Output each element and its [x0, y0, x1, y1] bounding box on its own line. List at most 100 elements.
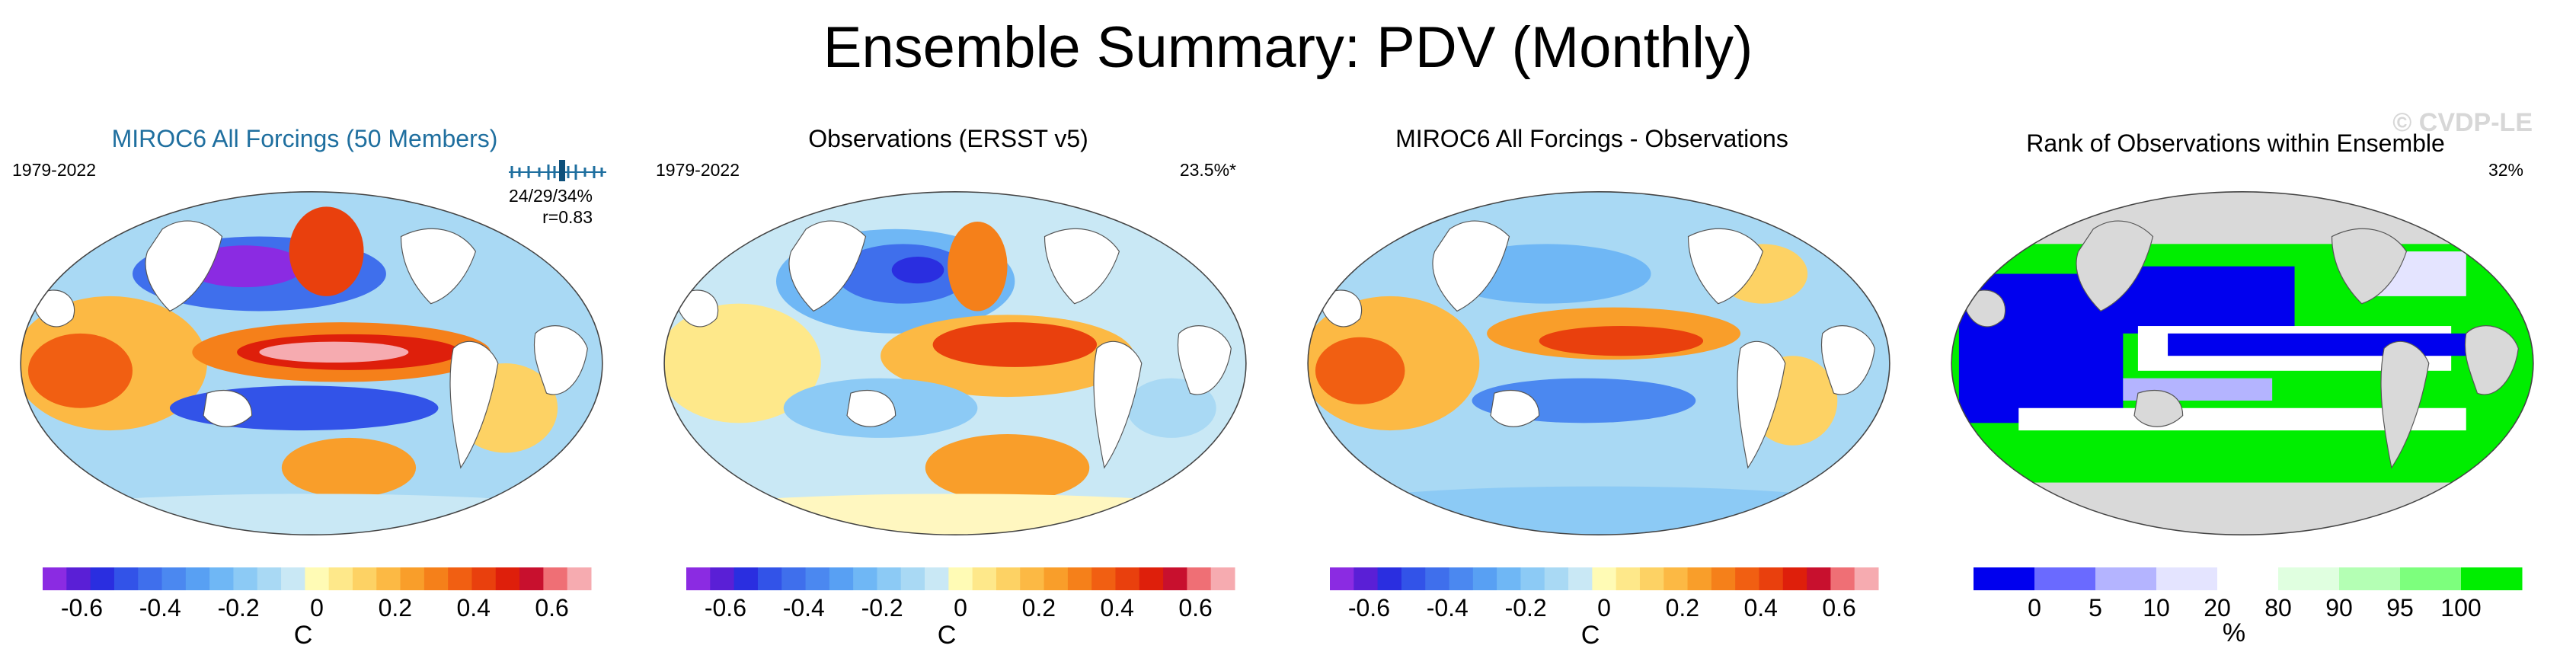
- inset-bar-plot: [509, 160, 606, 181]
- colorbar-unit: %: [2222, 618, 2246, 647]
- colorbar-swatch: [1425, 567, 1450, 590]
- colorbar-swatch: [1664, 567, 1689, 590]
- colorbar-swatch: [1115, 567, 1140, 590]
- equatorial-warm-diff: [1539, 326, 1704, 356]
- colorbar-swatch: [2156, 567, 2218, 590]
- colorbar-tick-label: 0: [2028, 594, 2041, 621]
- colorbar-swatch: [448, 567, 472, 590]
- colorbar-swatch: [1091, 567, 1116, 590]
- colorbar-tick-label: 0.6: [1822, 594, 1855, 621]
- colorbar-tick-label: 0: [310, 594, 324, 621]
- colorbar-tick-label: -0.6: [1348, 594, 1390, 621]
- colorbar-swatch: [710, 567, 735, 590]
- colorbar-unit: C: [293, 621, 313, 650]
- colorbar-swatch: [1854, 567, 1879, 590]
- colorbar-tick-label: 0.6: [535, 594, 568, 621]
- colorbar-swatch: [2034, 567, 2096, 590]
- colorbar: -0.6 -0.4 -0.2 0 0.2 0.4 0.6: [43, 567, 592, 621]
- colorbar-swatch: [352, 567, 377, 590]
- colorbar-swatch: [567, 567, 592, 590]
- colorbar: -0.6 -0.4 -0.2 0 0.2 0.4 0.6: [1330, 567, 1879, 621]
- map-observations: [663, 191, 1247, 535]
- period-label: 1979-2022: [12, 160, 96, 180]
- colorbar-swatch: [1497, 567, 1521, 590]
- colorbar-unit: C: [937, 621, 957, 650]
- colorbar-swatch: [43, 567, 67, 590]
- colorbar-swatch: [1782, 567, 1807, 590]
- colorbar: 0 5 10 20 80 90 95 100: [1974, 567, 2523, 621]
- colorbar-tick-label: -0.4: [783, 594, 825, 621]
- colorbar-swatch: [305, 567, 330, 590]
- area-label: 32%: [2488, 160, 2523, 180]
- colorbar-swatch: [1974, 567, 2035, 590]
- variance-label: 23.5%*: [1179, 160, 1236, 180]
- colorbar-tick-label: 0.4: [1743, 594, 1777, 621]
- colorbar-swatch: [209, 567, 234, 590]
- colorbar-swatch: [1568, 567, 1593, 590]
- colorbar-swatch: [781, 567, 807, 590]
- colorbar-swatch: [2217, 567, 2279, 590]
- colorbar-swatch: [1472, 567, 1497, 590]
- colorbar-swatch: [1330, 567, 1354, 590]
- panel-observations: Observations (ERSST v5) 1979-2022 23.5%*: [644, 114, 1253, 670]
- figure-title: Ensemble Summary: PDV (Monthly): [823, 15, 1753, 80]
- colorbar-swatch: [281, 567, 305, 590]
- colorbar-tick-label: 10: [2143, 594, 2170, 621]
- colorbar-swatch: [1067, 567, 1092, 590]
- colorbar-swatch: [900, 567, 925, 590]
- colorbar-swatch: [400, 567, 425, 590]
- colorbar-tick-label: 0: [954, 594, 967, 621]
- colorbar-swatch: [1163, 567, 1187, 590]
- colorbar-swatch: [185, 567, 210, 590]
- colorbar-swatch: [2461, 567, 2523, 590]
- colorbar-tick-label: -0.4: [139, 594, 181, 621]
- colorbar-swatch: [757, 567, 782, 590]
- panel-difference: MIROC6 All Forcings - Observations -0.6-…: [1287, 114, 1897, 670]
- colorbar-tick-label: 0.2: [379, 594, 412, 621]
- period-label: 1979-2022: [656, 160, 740, 180]
- watermark: © CVDP-LE: [2392, 108, 2533, 137]
- colorbar-swatch: [328, 567, 353, 590]
- colorbar-tick-label: 5: [2089, 594, 2102, 621]
- colorbar-swatch: [2095, 567, 2157, 590]
- colorbar-swatch: [925, 567, 949, 590]
- colorbar-swatch: [376, 567, 401, 590]
- colorbar-swatch: [423, 567, 449, 590]
- colorbar-swatch: [1807, 567, 1831, 590]
- inset-values: 24/29/34%: [509, 186, 593, 206]
- colorbar-swatch: [1544, 567, 1569, 590]
- colorbar-swatch: [2339, 567, 2401, 590]
- colorbar-swatch: [948, 567, 973, 590]
- panel-title: MIROC6 All Forcings (50 Members): [111, 125, 498, 152]
- colorbar-swatch: [257, 567, 282, 590]
- southern-ocean-high-rank: [1951, 430, 2533, 475]
- equatorial-warm-core: [259, 341, 409, 363]
- colorbar-tick-label: -0.2: [861, 594, 903, 621]
- map-difference: [1307, 191, 1890, 535]
- pattern-correlation: r=0.83: [542, 207, 593, 227]
- colorbar-swatch: [1401, 567, 1426, 590]
- colorbar-tick-label: 0.2: [1666, 594, 1699, 621]
- colorbar-swatch: [1735, 567, 1759, 590]
- colorbar-tick-label: 95: [2386, 594, 2414, 621]
- inset-ticks: [510, 163, 603, 181]
- colorbar-swatch: [686, 567, 711, 590]
- colorbar-swatch: [1759, 567, 1784, 590]
- colorbar-swatch: [519, 567, 544, 590]
- colorbar-swatch: [1020, 567, 1045, 590]
- colorbar-swatch: [1592, 567, 1617, 590]
- colorbar-swatch: [972, 567, 997, 590]
- colorbar-swatch: [1639, 567, 1664, 590]
- map-rank: [1951, 191, 2534, 535]
- colorbar-swatch: [113, 567, 139, 590]
- colorbar-swatch: [1139, 567, 1164, 590]
- east-pacific-warm: [932, 322, 1098, 367]
- colorbar-swatch: [1520, 567, 1545, 590]
- colorbar-tick-label: 0.2: [1022, 594, 1056, 621]
- colorbar-swatch: [1711, 567, 1736, 590]
- colorbar-swatch: [90, 567, 115, 590]
- map-model: [20, 191, 603, 535]
- colorbar-tick-label: 0: [1597, 594, 1611, 621]
- colorbar-tick-label: -0.2: [1505, 594, 1547, 621]
- panel-rank: © CVDP-LE Rank of Observations within En…: [1931, 108, 2540, 670]
